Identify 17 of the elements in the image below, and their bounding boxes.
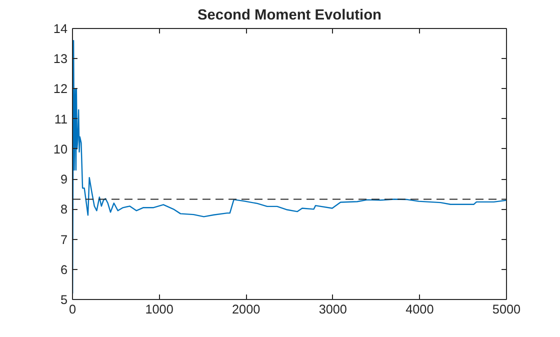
x-tick-label: 1000 — [145, 302, 174, 316]
y-tick-label: 14 — [53, 22, 68, 36]
y-tick-label: 11 — [54, 112, 68, 126]
y-tick-label: 8 — [60, 202, 68, 217]
chart-title: Second Moment Evolution — [197, 8, 382, 24]
y-tick-label: 6 — [60, 262, 68, 277]
y-tick-label: 9 — [60, 172, 68, 187]
x-tick-label: 0 — [68, 302, 76, 316]
y-tick-label: 7 — [60, 232, 68, 247]
x-tick-label: 3000 — [318, 302, 347, 316]
y-tick-label: 13 — [53, 52, 68, 66]
y-tick-label: 10 — [53, 142, 68, 156]
x-tick-label: 2000 — [232, 302, 260, 316]
y-tick-label: 5 — [60, 293, 68, 307]
x-tick-label: 4000 — [406, 302, 434, 316]
x-tick-label: 5000 — [492, 302, 521, 316]
y-tick-label: 12 — [53, 82, 68, 96]
